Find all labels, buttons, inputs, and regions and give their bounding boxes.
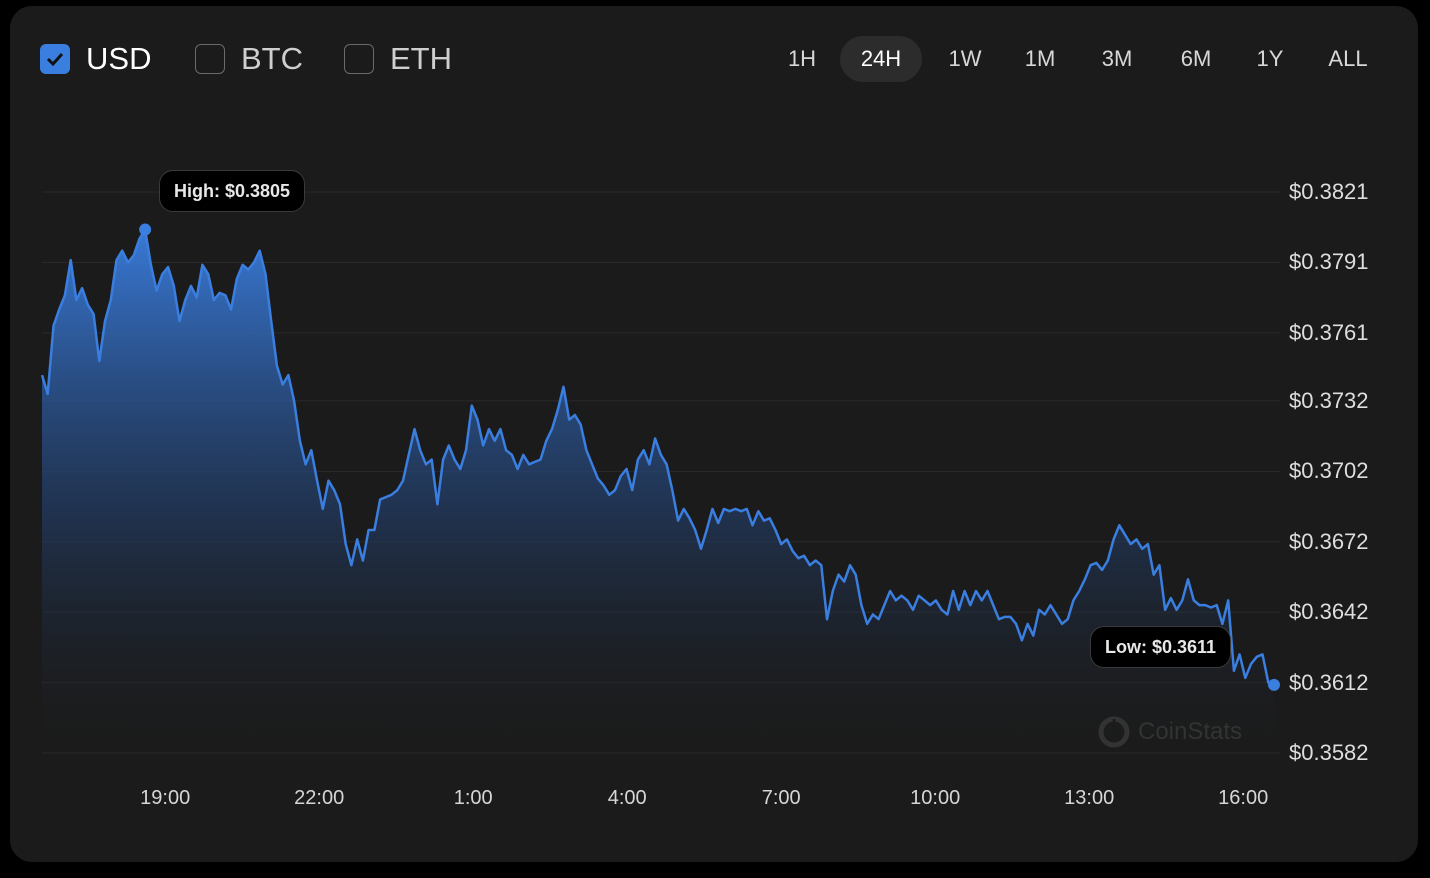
y-tick-label: $0.3702 [1289, 458, 1369, 484]
checkbox-unchecked-icon [344, 44, 374, 74]
x-tick-label: 10:00 [910, 787, 961, 809]
coinstats-watermark: CoinStats [1098, 716, 1242, 748]
low-tooltip: Low: $0.3611 [1090, 626, 1232, 668]
y-tick-label: $0.3582 [1289, 740, 1369, 765]
watermark-text: CoinStats [1138, 718, 1243, 745]
low-point-marker [1268, 678, 1280, 691]
coinstats-logo-icon [1098, 716, 1130, 748]
range-all-button[interactable]: ALL [1328, 46, 1368, 71]
high-point-marker [139, 223, 152, 236]
range-1m-button[interactable]: 1M [1024, 46, 1056, 71]
range-24h-button[interactable]: 24H [840, 36, 922, 82]
range-1y-button[interactable]: 1Y [1256, 46, 1284, 71]
x-tick-label: 4:00 [607, 787, 647, 809]
price-area [42, 229, 1274, 754]
y-tick-label: $0.3761 [1289, 319, 1369, 345]
x-tick-label: 1:00 [453, 787, 493, 809]
y-tick-label: $0.3732 [1289, 387, 1369, 413]
currency-label: BTC [241, 41, 303, 76]
x-tick-label: 16:00 [1218, 787, 1269, 809]
y-tick-label: $0.3791 [1289, 249, 1369, 275]
range-1w-button[interactable]: 1W [948, 46, 982, 71]
x-tick-label: 22:00 [294, 787, 345, 809]
y-tick-label: $0.3612 [1289, 669, 1369, 695]
high-tooltip: High: $0.3805 [159, 170, 306, 212]
currency-label: USD [86, 41, 152, 76]
range-6m-button[interactable]: 6M [1180, 46, 1212, 71]
currency-usd-checkbox[interactable]: USD [40, 40, 151, 78]
x-tick-label: 7:00 [761, 787, 801, 809]
currency-eth-checkbox[interactable]: ETH [344, 40, 452, 78]
checkbox-unchecked-icon [195, 44, 225, 74]
currency-btc-checkbox[interactable]: BTC [195, 40, 303, 78]
y-tick-label: $0.3642 [1289, 599, 1369, 625]
x-tick-label: 19:00 [140, 787, 191, 809]
checkbox-checked-icon [40, 44, 70, 74]
y-tick-label: $0.3821 [1289, 179, 1369, 204]
range-3m-button[interactable]: 3M [1101, 46, 1133, 71]
x-tick-label: 13:00 [1064, 787, 1115, 809]
currency-label: ETH [390, 41, 452, 76]
range-1h-button[interactable]: 1H [787, 46, 817, 71]
y-tick-label: $0.3672 [1289, 528, 1369, 554]
price-line [40, 228, 1275, 687]
